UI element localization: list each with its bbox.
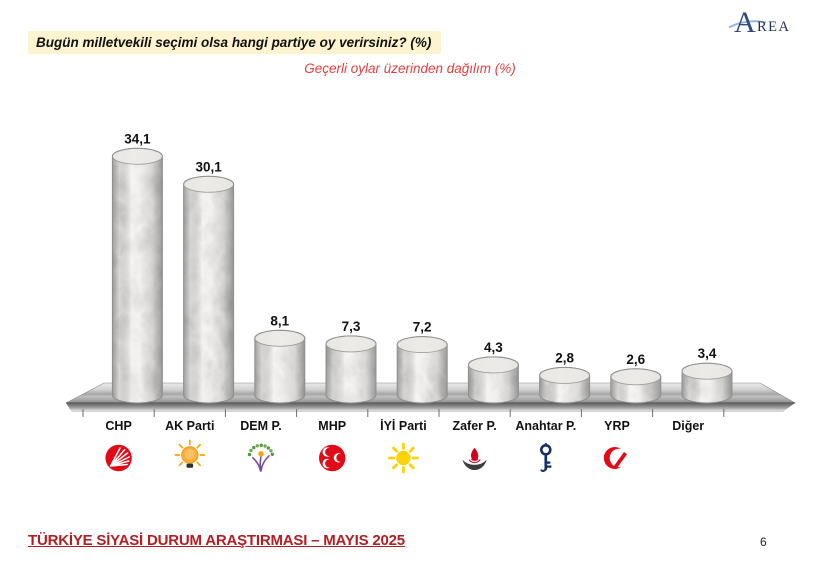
value-label-akparti: 30,1 xyxy=(195,159,222,174)
chp-logo-icon xyxy=(105,444,132,472)
area-logo: A REA xyxy=(728,5,818,39)
bar-yrp xyxy=(610,368,662,404)
bar-iyi xyxy=(396,336,448,404)
anahtar-logo-icon xyxy=(539,443,552,472)
category-label-zafer: Zafer P. xyxy=(452,419,496,433)
distribution-subtitle: Geçerli oylar üzerinden dağılım (%) xyxy=(304,61,516,76)
bar-zafer xyxy=(467,356,519,404)
akparti-logo-icon xyxy=(174,439,206,468)
category-label-chp: CHP xyxy=(105,419,131,433)
page-number: 6 xyxy=(760,535,767,549)
bar-anahtar xyxy=(539,366,591,404)
category-label-akparti: AK Parti xyxy=(165,419,214,433)
value-label-anahtar: 2,8 xyxy=(555,350,574,365)
area-logo-graphic: A REA xyxy=(728,6,791,39)
mhp-logo-icon xyxy=(319,444,346,472)
question-title: Bugün milletvekili seçimi olsa hangi par… xyxy=(28,31,442,54)
iyi-logo-icon xyxy=(387,442,419,474)
bar-mhp xyxy=(325,335,377,404)
logo-swoosh-icon xyxy=(728,20,767,29)
logo-letter-a: A xyxy=(734,6,756,39)
value-label-zafer: 4,3 xyxy=(484,340,503,355)
dem-logo-icon xyxy=(247,443,274,472)
bar-dem xyxy=(254,329,306,404)
bar-akparti xyxy=(183,175,235,404)
bar-diger xyxy=(681,362,733,404)
category-label-iyi: İYİ Parti xyxy=(380,418,427,433)
value-label-chp: 34,1 xyxy=(124,131,151,146)
value-label-iyi: 7,2 xyxy=(413,320,432,335)
value-label-diger: 3,4 xyxy=(698,346,717,361)
value-label-dem: 8,1 xyxy=(270,313,289,328)
logo-letters-rea: REA xyxy=(757,19,791,35)
value-label-mhp: 7,3 xyxy=(342,319,361,334)
category-label-dem: DEM P. xyxy=(240,419,281,433)
category-label-anahtar: Anahtar P. xyxy=(515,419,576,433)
zafer-logo-icon xyxy=(462,447,487,470)
category-label-yrp: YRP xyxy=(604,419,630,433)
value-label-yrp: 2,6 xyxy=(626,352,645,367)
x-axis-ticks xyxy=(82,409,725,417)
report-title: TÜRKİYE SİYASİ DURUM ARAŞTIRMASI – MAYIS… xyxy=(28,532,405,549)
poll-bar-chart: 34,1 CHP 30,1 AK Parti 8,1 DEM P. 7,3 MHP xyxy=(65,131,797,474)
category-label-diger: Diğer xyxy=(672,419,704,433)
yrp-logo-icon xyxy=(603,447,629,470)
category-label-mhp: MHP xyxy=(318,419,346,433)
bar-chp xyxy=(111,147,163,404)
